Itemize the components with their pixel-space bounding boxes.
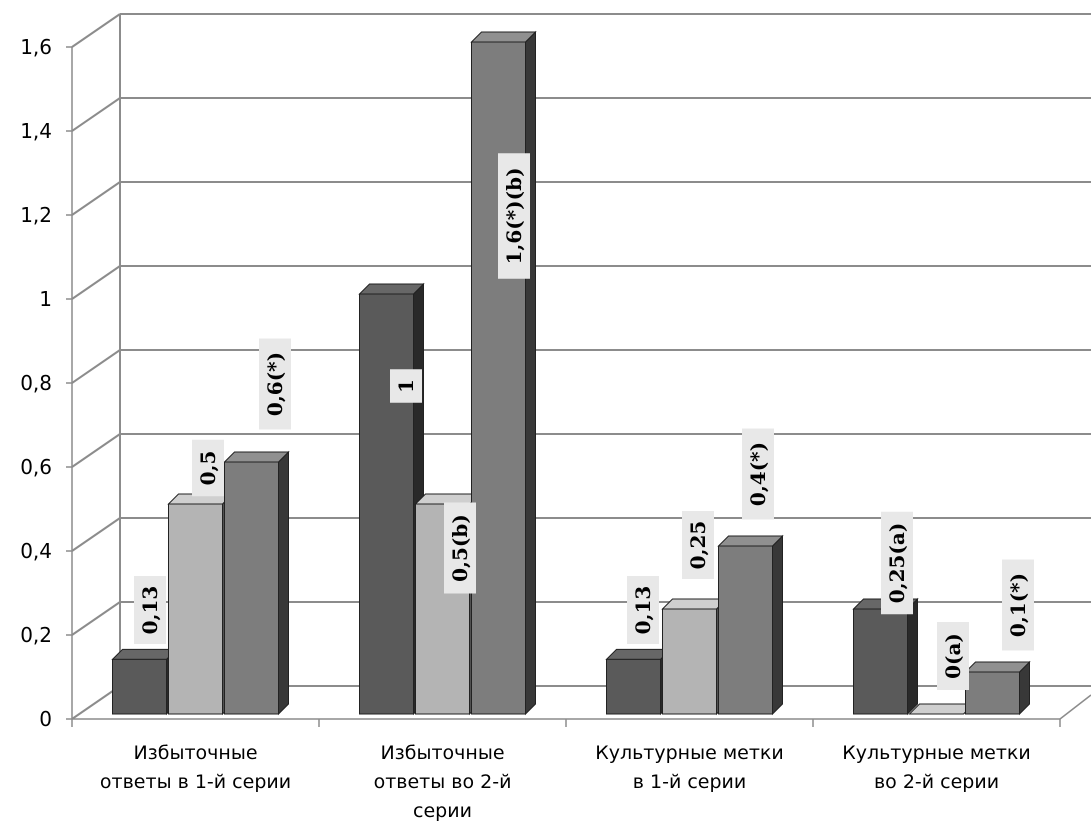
bar-top xyxy=(908,703,975,715)
bar xyxy=(471,41,526,715)
data-label-box xyxy=(134,576,166,644)
bar xyxy=(606,658,661,715)
bar xyxy=(662,608,717,715)
data-label-group: 0,13 xyxy=(134,576,166,644)
data-label-box xyxy=(444,502,476,594)
x-category-label: ответы во 2-й xyxy=(374,771,512,793)
data-label: 0,6(*) xyxy=(263,352,287,416)
data-label-box xyxy=(259,338,291,430)
data-label-group: 0,5 xyxy=(192,439,224,497)
grid-wall-line xyxy=(71,13,121,48)
data-label-group: 1 xyxy=(390,369,422,403)
data-label: 0,25 xyxy=(686,521,710,570)
data-label-box xyxy=(627,576,659,644)
bar xyxy=(168,503,223,715)
bar xyxy=(965,671,1020,715)
x-category-label: Избыточные xyxy=(380,742,504,764)
y-tick-label: 0,8 xyxy=(20,371,52,395)
bar-top xyxy=(470,31,537,43)
grid-wall-line xyxy=(71,181,121,216)
data-label: 0(a) xyxy=(941,633,965,679)
data-label-group: 0,5(b) xyxy=(444,502,476,594)
x-category-label: серии xyxy=(413,800,472,822)
bar-top xyxy=(717,535,784,547)
data-label-group: 0,6(*) xyxy=(259,338,291,430)
bar xyxy=(853,608,908,715)
grid-wall-line xyxy=(71,517,121,552)
data-label: 0,5 xyxy=(196,451,220,486)
data-label-box xyxy=(1002,559,1034,651)
y-tick-label: 0,6 xyxy=(20,455,52,479)
grid-wall-line xyxy=(71,265,121,300)
bar xyxy=(718,545,773,715)
bar-side xyxy=(772,534,783,716)
grid-wall-line xyxy=(71,601,121,636)
x-category-label: ответы в 1-й серии xyxy=(100,771,291,793)
bar-side xyxy=(907,597,918,716)
y-tick-label: 0,4 xyxy=(20,539,52,563)
x-category-label: Избыточные xyxy=(133,742,257,764)
bar xyxy=(224,461,279,715)
y-tick-label: 1,4 xyxy=(20,119,52,143)
bar-top xyxy=(964,661,1031,673)
bar xyxy=(359,293,414,715)
data-label-box xyxy=(742,428,774,520)
grid-wall-line xyxy=(71,97,121,132)
data-label-box xyxy=(390,369,422,403)
data-label: 0,13 xyxy=(631,586,655,635)
data-label: 0,13 xyxy=(138,586,162,635)
data-label-group: 0(a) xyxy=(937,622,969,690)
x-category-label: в 1-й серии xyxy=(633,771,746,793)
bar-top xyxy=(223,451,290,463)
data-label-group: 0,1(*) xyxy=(1002,559,1034,651)
data-label-group: 1,6(*)(b) xyxy=(498,153,530,279)
floor-right-edge xyxy=(1059,694,1091,720)
bar xyxy=(112,658,167,715)
data-label-box xyxy=(937,622,969,690)
x-category-label: Культурные метки xyxy=(842,742,1031,764)
data-label: 0,4(*) xyxy=(746,442,770,506)
data-label-group: 0,25 xyxy=(682,511,714,579)
bar-top xyxy=(605,648,672,660)
data-label-group: 0,25(a) xyxy=(881,511,913,615)
bar-top xyxy=(111,648,178,660)
data-label-group: 0,4(*) xyxy=(742,428,774,520)
bar-side xyxy=(525,30,536,716)
y-tick-label: 0,2 xyxy=(20,623,52,647)
bar-side xyxy=(278,450,289,716)
data-label-box xyxy=(498,153,530,279)
y-tick-label: 1,2 xyxy=(20,203,52,227)
data-label-box xyxy=(192,439,224,497)
bar-top xyxy=(358,283,425,295)
grid-wall-line xyxy=(71,433,121,468)
bar-top xyxy=(661,598,728,610)
y-tick-label: 0 xyxy=(39,707,52,731)
data-label-group: 0,13 xyxy=(627,576,659,644)
y-tick-label: 1,6 xyxy=(20,35,52,59)
data-label: 0,1(*) xyxy=(1006,573,1030,637)
data-label-box xyxy=(881,511,913,615)
data-label: 1,6(*)(b) xyxy=(502,167,526,264)
x-category-label: во 2-й серии xyxy=(874,771,999,793)
x-category-label: Культурные метки xyxy=(595,742,784,764)
data-label-box xyxy=(682,511,714,579)
data-label: 1 xyxy=(394,379,418,393)
data-label: 0,5(b) xyxy=(448,514,472,582)
y-tick-label: 1 xyxy=(39,287,52,311)
data-label: 0,25(a) xyxy=(885,523,909,604)
grid-wall-line xyxy=(71,349,121,384)
